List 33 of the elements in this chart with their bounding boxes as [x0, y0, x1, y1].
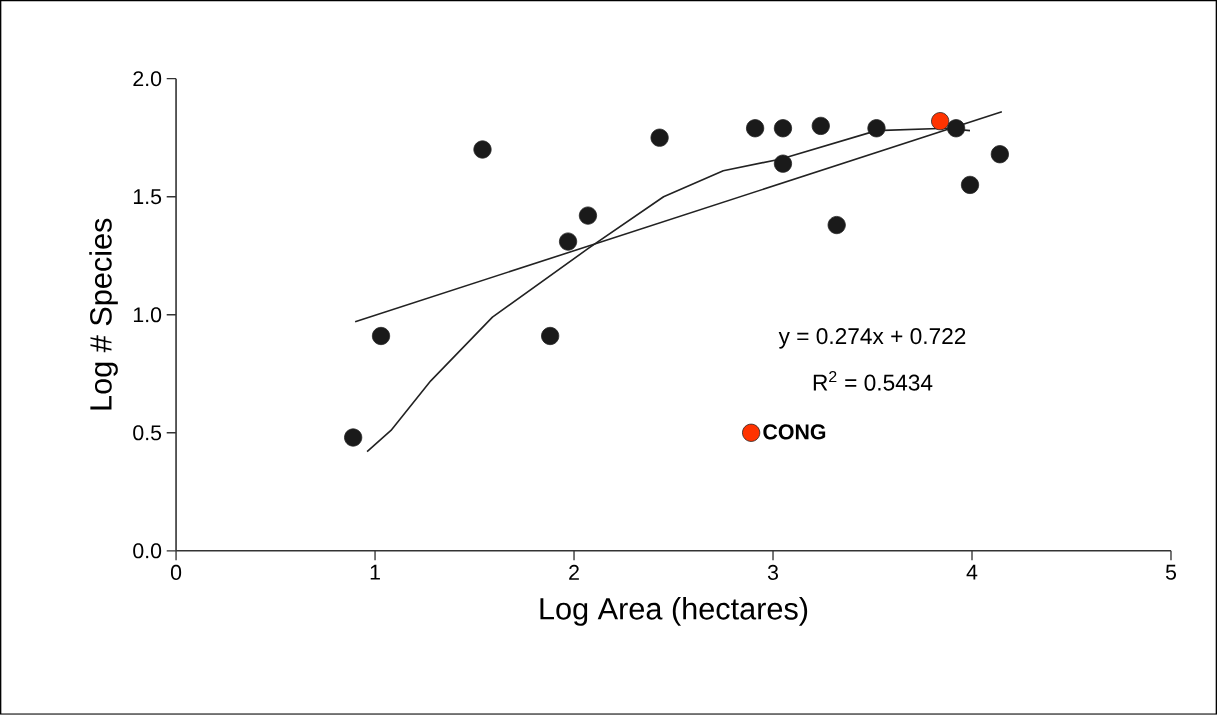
y-tick-label: 0.5	[133, 425, 162, 441]
point	[827, 216, 846, 235]
y-axis-title: Log # Species	[89, 218, 118, 410]
x-tick-label: 3	[767, 564, 778, 581]
legend-label: CONG	[763, 424, 826, 440]
point	[773, 119, 793, 138]
y-tick-label: 2.0	[133, 71, 162, 87]
annotation: y = 0.274x + 0.722	[778, 328, 966, 349]
x-tick-label: 2	[569, 564, 579, 580]
point	[773, 154, 793, 173]
x-axis-title: Log Area (hectares)	[540, 597, 808, 626]
x-tick-label: 0	[170, 564, 182, 581]
point	[746, 119, 765, 138]
x-tick-label: 4	[966, 564, 978, 580]
y-tick-label: 1.5	[133, 189, 162, 205]
y-tick-label: 0.0	[133, 543, 162, 559]
x-tick-label: 1	[370, 564, 380, 580]
point	[473, 140, 492, 159]
point	[931, 112, 950, 131]
point	[990, 145, 1009, 164]
point	[371, 326, 391, 346]
point	[811, 116, 830, 136]
y-tick-label: 1.0	[133, 307, 162, 323]
point	[558, 232, 578, 251]
point	[867, 119, 886, 138]
x-tick-label: 5	[1165, 564, 1177, 580]
point	[578, 206, 598, 225]
annotation: R$^{2}$ = 0.5434	[813, 371, 933, 391]
point	[541, 326, 560, 346]
point	[947, 119, 966, 138]
point	[960, 175, 980, 195]
point	[344, 428, 363, 447]
point	[650, 128, 669, 147]
